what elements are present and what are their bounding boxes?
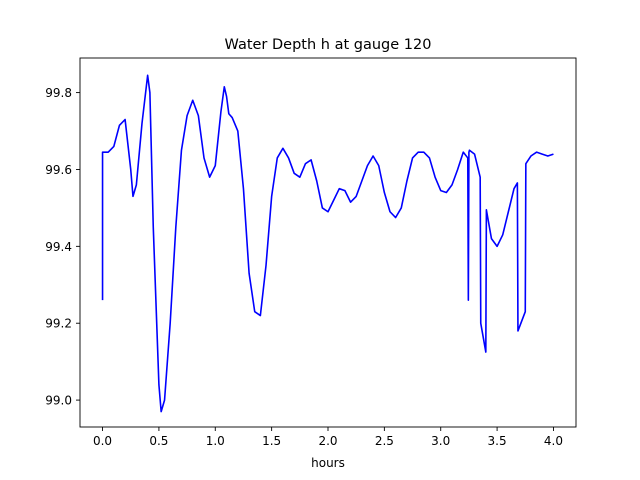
x-tick-label: 0.0 [93, 434, 112, 448]
y-tick-label: 99.0 [45, 394, 72, 408]
series-line-1 [101, 74, 554, 413]
axes: 0.0 0.5 1.0 1.5 2.0 2.5 3.0 3.5 4.0 99.0 99.2 99.4 9… [45, 57, 577, 448]
y-tick-label: 99.8 [45, 86, 72, 100]
x-tick-label: 1.0 [206, 434, 225, 448]
x-tick-label: 3.5 [488, 434, 507, 448]
y-tick-label: 99.6 [45, 163, 72, 177]
x-axis-label: hours [311, 456, 345, 470]
y-tick-label: 99.4 [45, 240, 72, 254]
y-tick-label: 99.2 [45, 317, 72, 331]
x-tick-label: 1.5 [262, 434, 281, 448]
x-tick-label: 3.0 [431, 434, 450, 448]
x-tick-label: 4.0 [544, 434, 563, 448]
chart-title: Water Depth h at gauge 120 [225, 37, 432, 53]
plot-area [101, 74, 554, 413]
x-tick-label: 2.5 [375, 434, 394, 448]
x-tick-label: 2.0 [318, 434, 337, 448]
x-tick-label: 0.5 [149, 434, 168, 448]
